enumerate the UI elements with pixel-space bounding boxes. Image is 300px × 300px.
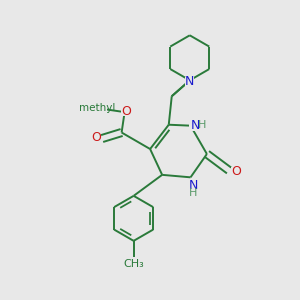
Text: H: H [198, 120, 207, 130]
Bar [125, 260, 142, 268]
Bar [231, 167, 240, 176]
Text: N: N [189, 178, 198, 192]
Bar [185, 77, 194, 86]
Text: CH₃: CH₃ [123, 259, 144, 269]
Text: methyl: methyl [80, 103, 116, 113]
Bar [188, 182, 199, 194]
Text: O: O [91, 131, 101, 144]
Text: O: O [121, 105, 131, 118]
Bar [190, 189, 197, 197]
Text: H: H [189, 188, 198, 198]
Text: O: O [232, 165, 242, 178]
Text: N: N [190, 118, 200, 132]
Bar [189, 119, 206, 131]
Bar [121, 107, 130, 116]
Text: N: N [184, 75, 194, 88]
Bar [91, 134, 100, 143]
Bar [88, 103, 106, 113]
